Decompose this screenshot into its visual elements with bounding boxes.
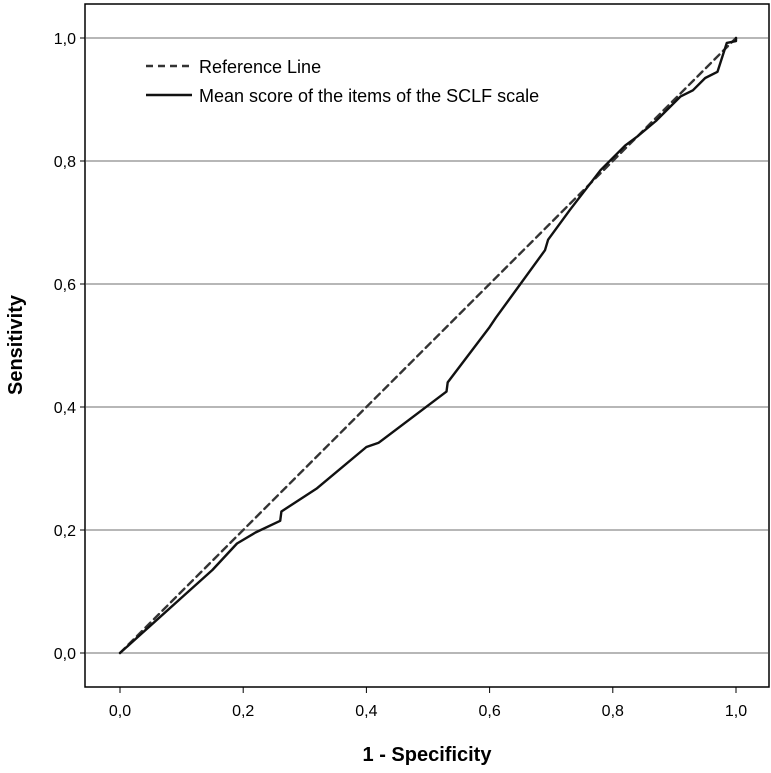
y-tick-label: 0,6 [54, 277, 76, 294]
y-tick-label: 0,2 [54, 523, 76, 540]
legend: Reference Line Mean score of the items o… [146, 57, 539, 106]
series-line-sclf-mean-score [118, 36, 738, 655]
x-tick-label: 1,0 [725, 703, 747, 720]
legend-label-sclf-mean-score: Mean score of the items of the SCLF scal… [199, 86, 539, 106]
x-tick-label: 0,0 [109, 703, 131, 720]
y-axis-title: Sensitivity [5, 294, 27, 395]
y-tick-label: 1,0 [54, 31, 76, 48]
x-tick-label: 0,2 [232, 703, 254, 720]
y-tick-label: 0,4 [54, 400, 76, 417]
y-axis-ticks: 0,0 0,2 0,4 0,6 0,8 1,0 [54, 31, 85, 663]
x-tick-label: 0,8 [602, 703, 624, 720]
x-tick-label: 0,4 [355, 703, 377, 720]
y-tick-label: 0,8 [54, 154, 76, 171]
series-lines [118, 36, 738, 655]
x-axis-ticks: 0,0 0,2 0,4 0,6 0,8 1,0 [109, 687, 747, 720]
x-axis-title: 1 - Specificity [363, 744, 493, 766]
x-tick-label: 0,6 [478, 703, 500, 720]
gridlines [86, 37, 768, 654]
y-tick-label: 0,0 [54, 646, 76, 663]
legend-label-reference-line: Reference Line [199, 57, 321, 77]
